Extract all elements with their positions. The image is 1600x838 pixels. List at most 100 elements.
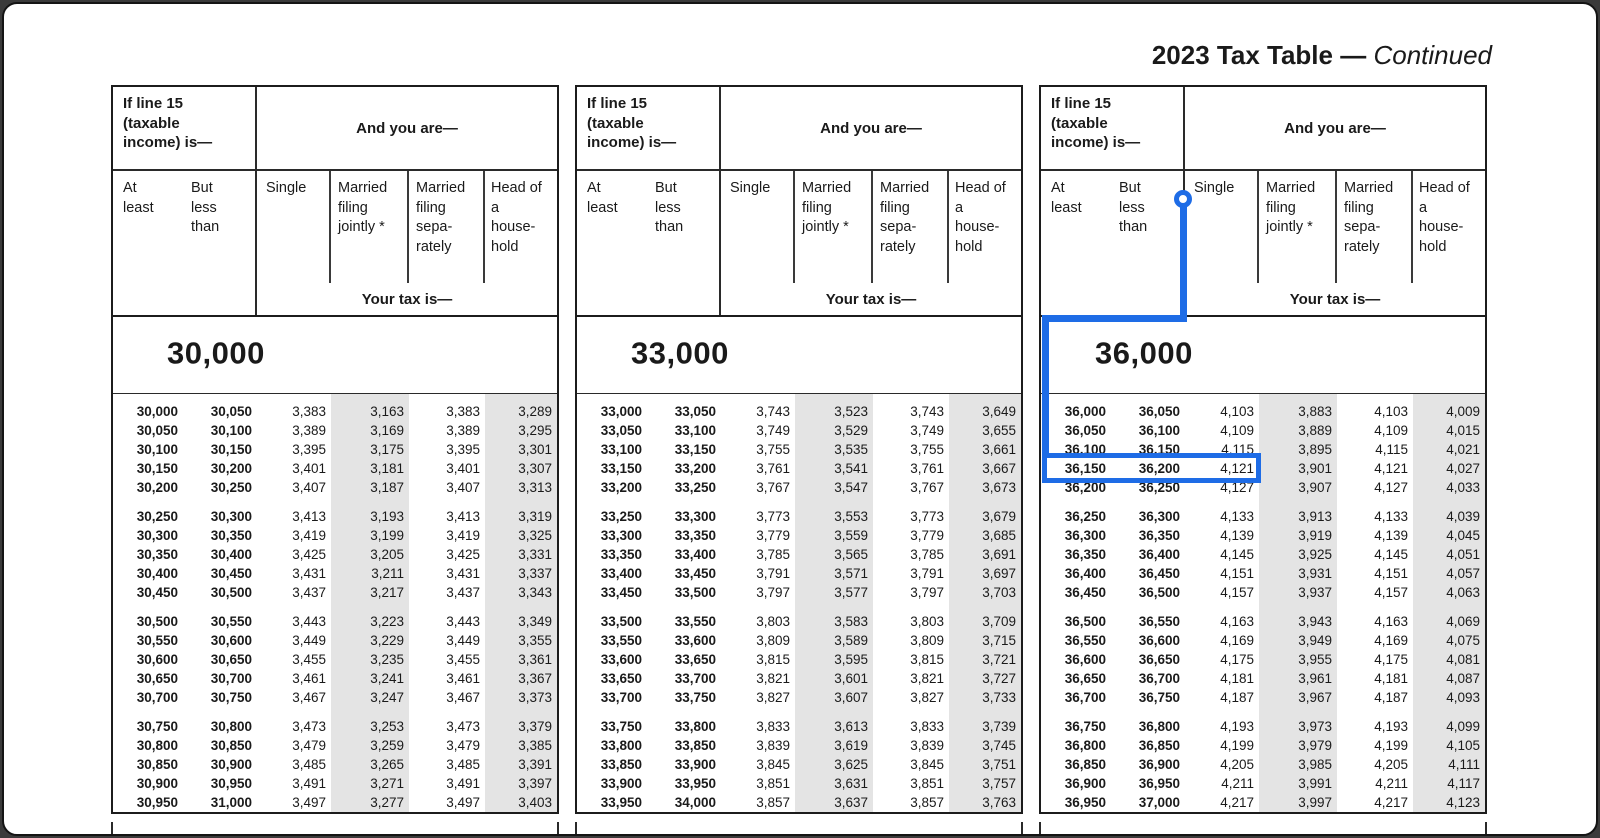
tax-single-cell: 4,103 — [1220, 404, 1254, 419]
column-divider — [407, 171, 409, 283]
at-least-cell: 36,150 — [1064, 461, 1106, 476]
tax-married-separately-cell: 4,169 — [1374, 633, 1408, 648]
table-row: 36,700 36,750 4,187 3,967 4,187 4,093 — [1041, 688, 1485, 707]
married-separately-header: Married filing sepa- rately — [880, 180, 930, 255]
table-row: 36,850 36,900 4,205 3,985 4,205 4,111 — [1041, 755, 1485, 774]
tax-married-separately-cell: 4,175 — [1374, 652, 1408, 667]
tax-single-cell: 3,797 — [756, 585, 790, 600]
table-row: 36,150 36,200 4,121 3,901 4,121 4,027 — [1041, 459, 1485, 478]
tax-married-jointly-cell: 3,583 — [834, 614, 868, 629]
tax-single-cell: 4,121 — [1220, 461, 1254, 476]
tax-head-household-cell: 3,727 — [982, 671, 1016, 686]
table-row: 33,100 33,150 3,755 3,535 3,755 3,661 — [577, 440, 1021, 459]
tax-head-household-cell: 4,039 — [1446, 509, 1480, 524]
tax-single-cell: 3,851 — [756, 776, 790, 791]
but-less-than-cell: 30,300 — [210, 509, 252, 524]
tax-married-separately-cell: 4,181 — [1374, 671, 1408, 686]
at-least-header: At least — [123, 180, 154, 216]
but-less-than-cell: 36,250 — [1138, 480, 1180, 495]
tax-head-household-cell: 3,703 — [982, 585, 1016, 600]
tax-married-jointly-cell: 3,253 — [370, 719, 404, 734]
at-least-cell: 33,150 — [600, 461, 642, 476]
table-row: 33,900 33,950 3,851 3,631 3,851 3,757 — [577, 774, 1021, 793]
tax-head-household-cell: 3,325 — [518, 528, 552, 543]
but-less-than-cell: 33,800 — [674, 719, 716, 734]
tax-head-household-cell: 3,373 — [518, 690, 552, 705]
tax-married-jointly-cell: 3,589 — [834, 633, 868, 648]
tax-single-cell: 3,419 — [292, 528, 326, 543]
table-row: 36,000 36,050 4,103 3,883 4,103 4,009 — [1041, 402, 1485, 421]
at-least-cell: 33,550 — [600, 633, 642, 648]
tax-married-jointly-cell: 3,529 — [834, 423, 868, 438]
page-title: 2023 Tax Table — Continued — [1152, 40, 1492, 71]
at-least-cell: 36,600 — [1064, 652, 1106, 667]
but-less-than-cell: 30,600 — [210, 633, 252, 648]
tax-married-separately-cell: 3,443 — [446, 614, 480, 629]
tax-single-cell: 3,785 — [756, 547, 790, 562]
tax-married-separately-cell: 4,163 — [1374, 614, 1408, 629]
table-row: 30,600 30,650 3,455 3,235 3,455 3,361 — [113, 650, 557, 669]
table-row: 30,500 30,550 3,443 3,223 3,443 3,349 — [113, 612, 557, 631]
tax-married-separately-cell: 3,401 — [446, 461, 480, 476]
tax-single-cell: 3,857 — [756, 795, 790, 810]
tax-married-separately-cell: 3,479 — [446, 738, 480, 753]
table-row: 33,650 33,700 3,821 3,601 3,821 3,727 — [577, 669, 1021, 688]
tax-married-separately-cell: 3,419 — [446, 528, 480, 543]
table-row: 30,400 30,450 3,431 3,211 3,431 3,337 — [113, 564, 557, 583]
tax-head-household-cell: 3,331 — [518, 547, 552, 562]
column-divider — [793, 171, 795, 283]
filing-status-headers: Single Married filing jointly * Married … — [257, 171, 557, 315]
tax-married-separately-cell: 3,491 — [446, 776, 480, 791]
tax-single-cell: 3,437 — [292, 585, 326, 600]
tax-table-panel-36000: If line 15 (taxable income) is— And you … — [1039, 85, 1487, 814]
at-least-cell: 36,250 — [1064, 509, 1106, 524]
tax-married-separately-cell: 3,833 — [910, 719, 944, 734]
table-row: 33,850 33,900 3,845 3,625 3,845 3,751 — [577, 755, 1021, 774]
tax-single-cell: 3,767 — [756, 480, 790, 495]
tax-married-jointly-cell: 3,187 — [370, 480, 404, 495]
table-continuation-stub — [1485, 822, 1487, 834]
tax-married-jointly-cell: 3,217 — [370, 585, 404, 600]
callout-line-horizontal — [1042, 315, 1187, 322]
tax-married-jointly-cell: 3,169 — [370, 423, 404, 438]
but-less-than-cell: 36,550 — [1138, 614, 1180, 629]
panel-data-area: 30,000 30,050 3,383 3,163 3,383 3,289 30,050 30… — [113, 394, 557, 812]
tax-married-jointly-cell: 3,523 — [834, 404, 868, 419]
at-least-cell: 30,100 — [136, 442, 178, 457]
at-least-cell: 33,800 — [600, 738, 642, 753]
callout-marker-circle — [1174, 190, 1192, 208]
at-least-cell: 36,700 — [1064, 690, 1106, 705]
table-row: 36,350 36,400 4,145 3,925 4,145 4,051 — [1041, 545, 1485, 564]
tax-head-household-cell: 3,655 — [982, 423, 1016, 438]
your-tax-is-label: Your tax is— — [361, 291, 453, 308]
filing-status-headers: Single Married filing jointly * Married … — [1185, 171, 1485, 315]
single-header: Single — [730, 180, 771, 196]
panel-header-row1: If line 15 (taxable income) is— And you … — [577, 87, 1021, 171]
table-row: 36,950 37,000 4,217 3,997 4,217 4,123 — [1041, 793, 1485, 812]
tax-married-jointly-cell: 3,961 — [1298, 671, 1332, 686]
head-household-header: Head of a house- hold — [491, 180, 542, 255]
but-less-than-cell: 36,500 — [1138, 585, 1180, 600]
table-row: 30,200 30,250 3,407 3,187 3,407 3,313 — [113, 478, 557, 497]
column-stripe-married-jointly — [795, 394, 873, 812]
callout-line-vertical-left — [1042, 318, 1049, 458]
row-group: 36,750 36,800 4,193 3,973 4,193 4,099 36,800 36… — [1041, 717, 1485, 812]
at-least-cell: 36,650 — [1064, 671, 1106, 686]
tax-married-jointly-cell: 3,193 — [370, 509, 404, 524]
panel-header-row2: At least But less than Single Married fi… — [113, 171, 557, 317]
but-less-than-cell: 33,750 — [674, 690, 716, 705]
but-less-than-cell: 33,700 — [674, 671, 716, 686]
tax-married-separately-cell: 4,205 — [1374, 757, 1408, 772]
at-least-cell: 30,600 — [136, 652, 178, 667]
at-least-cell: 33,350 — [600, 547, 642, 562]
tax-married-jointly-cell: 3,637 — [834, 795, 868, 810]
tax-married-separately-cell: 3,431 — [446, 566, 480, 581]
at-least-cell: 36,750 — [1064, 719, 1106, 734]
but-less-than-cell: 36,400 — [1138, 547, 1180, 562]
tax-married-jointly-cell: 3,619 — [834, 738, 868, 753]
at-least-cell: 36,800 — [1064, 738, 1106, 753]
tax-single-cell: 3,407 — [292, 480, 326, 495]
tax-single-cell: 3,761 — [756, 461, 790, 476]
at-least-cell: 33,000 — [600, 404, 642, 419]
tax-married-jointly-cell: 3,259 — [370, 738, 404, 753]
